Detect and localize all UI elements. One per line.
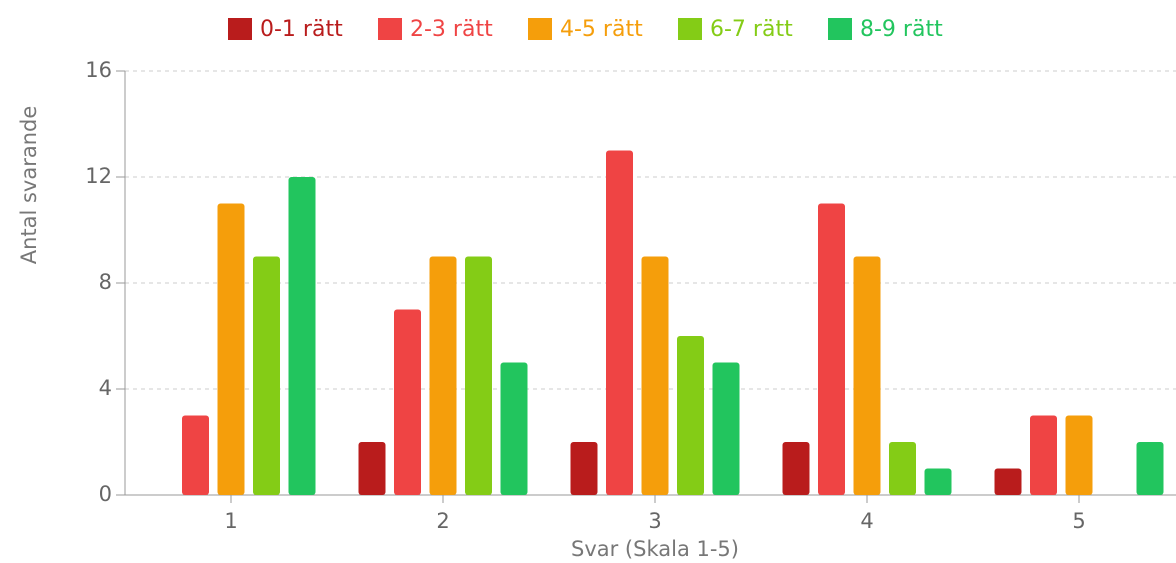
x-tick-label: 2 (436, 509, 449, 533)
y-tick-label: 0 (99, 482, 112, 506)
bar (217, 203, 245, 495)
legend-label: 6-7 rätt (710, 17, 793, 42)
bar (253, 256, 280, 495)
bar (358, 442, 386, 495)
y-tick-label: 4 (99, 376, 112, 400)
bar (1136, 442, 1164, 495)
legend-swatch (228, 18, 252, 40)
x-tick-label: 5 (1072, 509, 1085, 533)
legend-swatch (678, 18, 702, 40)
bar (500, 362, 528, 495)
bar (394, 309, 421, 495)
bar (465, 256, 492, 495)
x-tick-label: 3 (648, 509, 661, 533)
bar (818, 203, 845, 495)
bar (782, 442, 810, 495)
x-tick-label: 1 (224, 509, 237, 533)
bar (889, 442, 916, 495)
bar (182, 415, 209, 495)
bar (853, 256, 881, 495)
bar (677, 336, 704, 495)
bar (641, 256, 669, 495)
bar (288, 177, 316, 495)
bar (1030, 415, 1057, 495)
bar (994, 468, 1022, 495)
legend-label: 8-9 rätt (860, 17, 943, 42)
bar (924, 468, 952, 495)
legend-label: 0-1 rätt (260, 17, 343, 42)
bar (1065, 415, 1093, 495)
y-tick-label: 12 (85, 164, 112, 188)
legend-swatch (528, 18, 552, 40)
legend-label: 2-3 rätt (410, 17, 493, 42)
x-axis-title: Svar (Skala 1-5) (571, 537, 739, 561)
bar (606, 150, 633, 495)
legend-swatch (378, 18, 402, 40)
legend-swatch (828, 18, 852, 40)
y-tick-label: 16 (85, 58, 112, 82)
legend-label: 4-5 rätt (560, 17, 643, 42)
bar (429, 256, 457, 495)
bar (570, 442, 598, 495)
x-tick-label: 4 (860, 509, 873, 533)
y-tick-label: 8 (99, 270, 112, 294)
bar (712, 362, 740, 495)
y-axis-title: Antal svarande (17, 106, 41, 265)
